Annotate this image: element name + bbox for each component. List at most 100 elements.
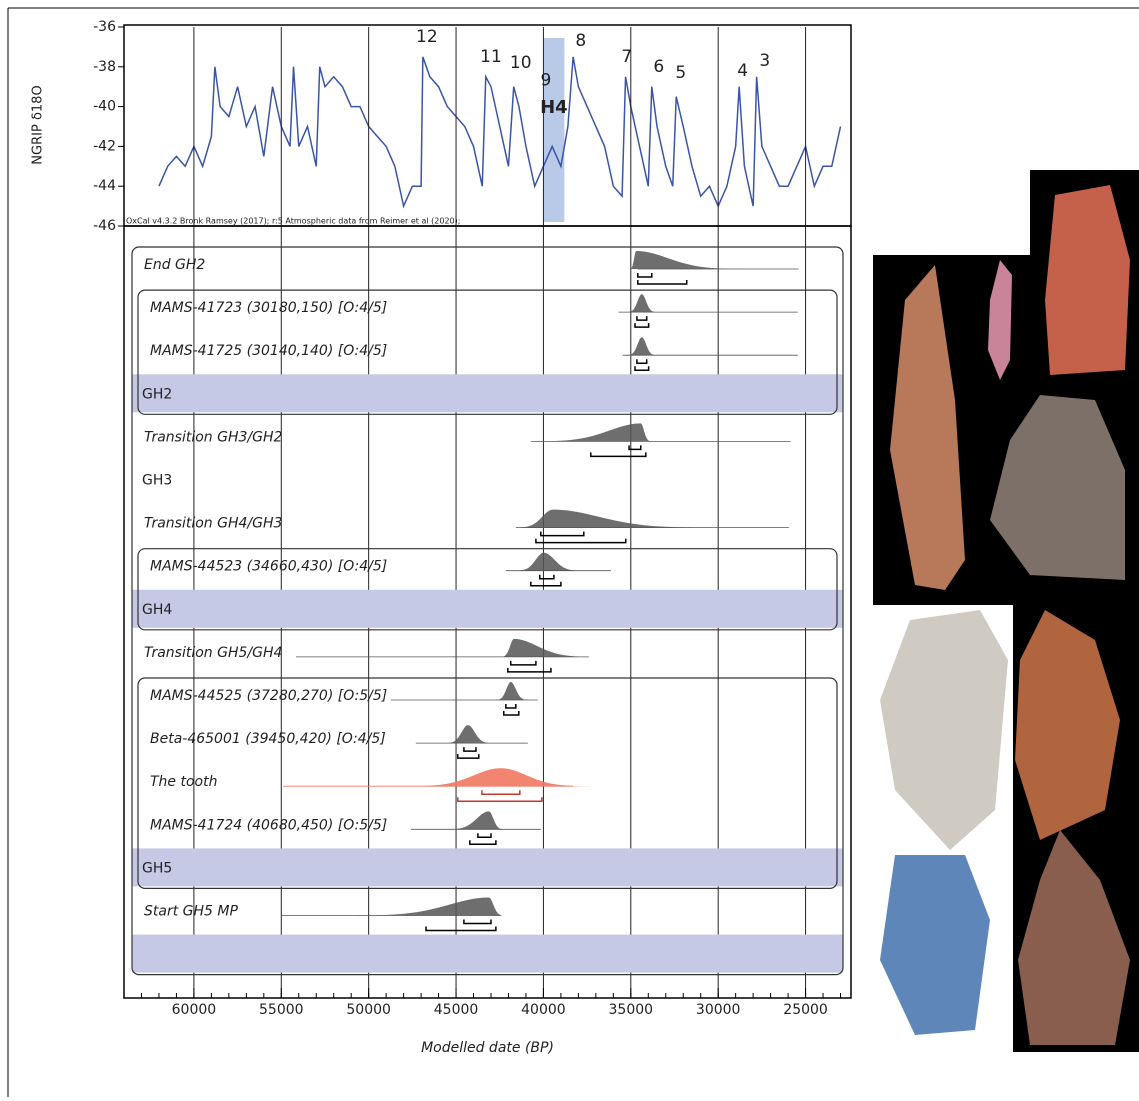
artifact [880, 610, 1008, 850]
row-label: Beta-465001 (39450,420) [O:4/5] [150, 731, 386, 747]
row-label: MAMS-41724 (40680,450) [O:5/5] [150, 817, 387, 833]
phase-band [132, 848, 843, 887]
x-tick-label: 30000 [696, 1002, 741, 1018]
hpd-bracket [634, 366, 650, 371]
row-label: MAMS-41725 (30140,140) [O:4/5] [150, 343, 387, 359]
distribution [626, 337, 657, 356]
artifact [1045, 185, 1130, 375]
artifact [880, 855, 990, 1035]
group-box [137, 289, 838, 415]
event-number: 4 [737, 61, 748, 81]
event-number: 10 [510, 53, 532, 73]
hpd-bracket [535, 538, 627, 544]
hpd-bracket [505, 704, 517, 709]
hpd-bracket [637, 273, 653, 278]
x-tick-label: 55000 [259, 1002, 304, 1018]
y-tick-label: -46 [93, 218, 116, 234]
event-number: 7 [621, 47, 632, 67]
row-label: Transition GH3/GH2 [144, 429, 283, 445]
y-axis-label: NGRIP δ18O [31, 85, 46, 164]
row-label: Transition GH4/GH3 [144, 516, 282, 532]
event-label: H4 [540, 97, 568, 118]
distribution [629, 251, 747, 269]
row-label: MAMS-44523 (34660,430) [O:4/5] [150, 559, 387, 575]
x-tick-label: 45000 [434, 1002, 479, 1018]
y-tick-label: -44 [93, 178, 116, 194]
row-label: Transition GH5/GH4 [144, 645, 282, 661]
distribution [406, 768, 591, 787]
distribution [351, 897, 505, 916]
hpd-bracket [507, 667, 552, 673]
group-box [137, 548, 838, 631]
row-label: GH2 [142, 386, 172, 402]
group-box [131, 246, 844, 976]
row-label: Start GH5 MP [144, 904, 238, 920]
phase-band [132, 934, 843, 973]
distribution [515, 552, 582, 571]
x-axis-label: Modelled date (BP) [421, 1040, 554, 1056]
row-label: End GH2 [144, 257, 205, 273]
event-number: 9 [540, 71, 551, 91]
hpd-bracket [477, 833, 492, 839]
row-label: GH3 [142, 473, 172, 489]
hpd-bracket [469, 840, 497, 846]
distribution [500, 638, 595, 657]
phase-band [132, 374, 843, 413]
hpd-bracket [503, 711, 520, 716]
hpd-bracket [509, 660, 537, 666]
row-label: GH4 [142, 602, 172, 618]
x-tick-label: 60000 [172, 1002, 217, 1018]
artifact [990, 395, 1125, 580]
y-tick-label: -36 [93, 19, 116, 35]
y-tick-label: -42 [93, 138, 116, 154]
x-tick-label: 35000 [609, 1002, 654, 1018]
event-number: 12 [416, 27, 438, 47]
artifact [890, 265, 965, 590]
hpd-bracket [637, 280, 688, 285]
hpd-bracket [539, 574, 555, 580]
distribution [626, 294, 657, 313]
distribution [495, 682, 529, 700]
hpd-bracket [540, 531, 585, 537]
hpd-bracket [463, 919, 492, 925]
event-band [543, 38, 565, 222]
hpd-bracket [463, 747, 477, 752]
row-label: MAMS-41723 (30180,150) [O:4/5] [150, 300, 387, 316]
artifact-photos [870, 170, 1139, 1052]
artifact [1018, 830, 1130, 1045]
distribution [515, 509, 713, 528]
hpd-bracket [457, 797, 543, 802]
hpd-bracket [481, 790, 521, 795]
event-number: 6 [653, 57, 664, 77]
hpd-bracket [636, 316, 648, 321]
hpd-bracket [457, 754, 480, 759]
credit: OxCal v4.3.2 Bronk Ramsey (2017); r:5 At… [126, 217, 460, 226]
hpd-bracket [636, 359, 648, 364]
distribution [445, 725, 492, 744]
distribution [447, 811, 505, 830]
phase-band [132, 589, 843, 628]
hpd-bracket [590, 452, 647, 458]
plot-frame [123, 225, 852, 999]
group-box [137, 677, 838, 889]
x-tick-label: 40000 [521, 1002, 566, 1018]
row-label: GH5 [142, 860, 172, 876]
hpd-bracket [634, 323, 650, 328]
y-tick-label: -40 [93, 99, 116, 115]
event-number: 11 [480, 47, 502, 67]
row-label: MAMS-44525 (37280,270) [O:5/5] [150, 688, 387, 704]
y-tick-label: -38 [93, 59, 116, 75]
artifact [988, 260, 1012, 380]
event-number: 8 [575, 31, 586, 51]
artifact [1015, 610, 1120, 840]
row-label: The tooth [150, 774, 217, 790]
event-number: 5 [675, 63, 686, 83]
hpd-bracket [628, 445, 642, 451]
hpd-bracket [530, 581, 562, 587]
hpd-bracket [425, 926, 497, 932]
event-number: 3 [759, 51, 770, 71]
distribution [531, 423, 652, 442]
x-tick-label: 25000 [783, 1002, 828, 1018]
x-tick-label: 50000 [346, 1002, 391, 1018]
